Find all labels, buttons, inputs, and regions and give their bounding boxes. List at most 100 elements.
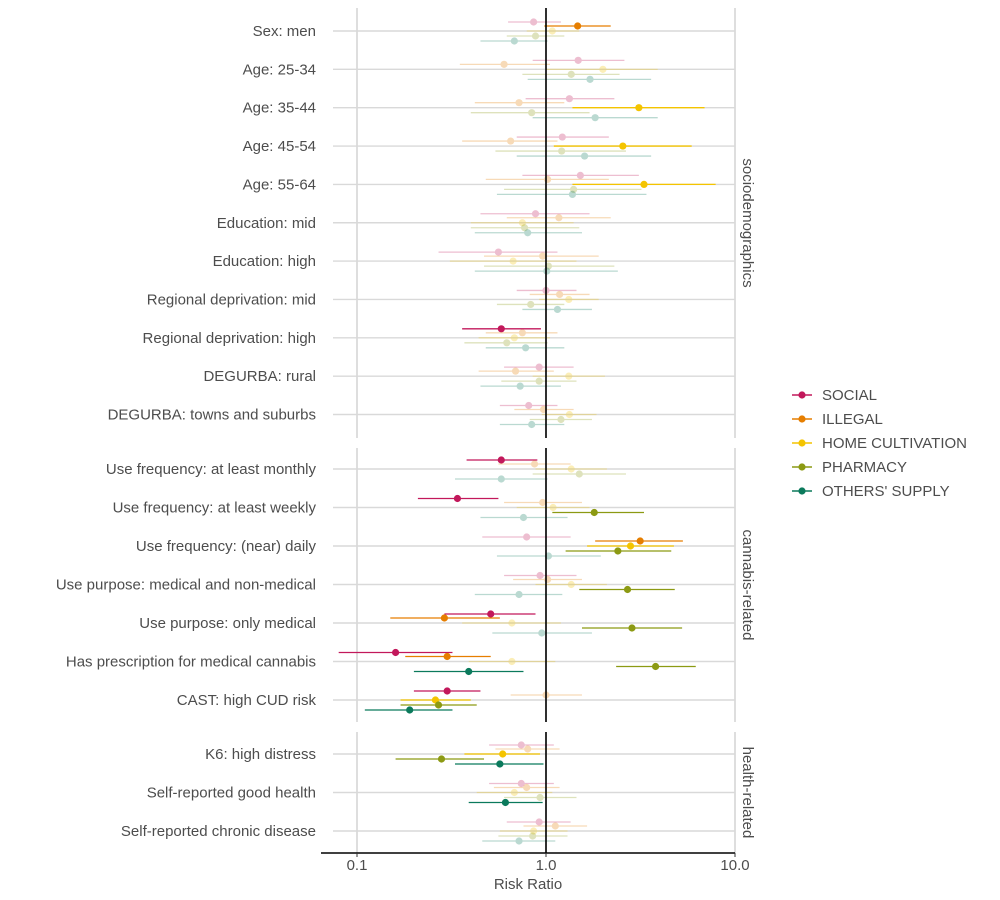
- estimate-others: [516, 152, 652, 160]
- estimate-illegal: [478, 367, 554, 375]
- estimate-home: [478, 334, 551, 342]
- estimate-home: [400, 696, 471, 704]
- row-label: Education: high: [213, 253, 316, 270]
- estimate-illegal: [495, 745, 560, 753]
- point-estimate: [501, 798, 510, 807]
- estimate-home: [572, 180, 716, 188]
- estimate-illegal: [523, 822, 588, 830]
- point-estimate: [440, 614, 448, 622]
- point-estimate: [522, 344, 530, 352]
- estimate-home: [546, 65, 658, 73]
- point-estimate: [539, 252, 547, 260]
- estimate-others: [454, 760, 544, 768]
- estimate-home: [535, 465, 607, 473]
- point-estimate: [555, 290, 564, 299]
- point-estimate: [497, 475, 505, 483]
- point-estimate: [437, 755, 446, 763]
- point-estimate: [509, 257, 517, 265]
- estimate-others: [532, 114, 658, 122]
- x-axis-title: Risk Ratio: [494, 876, 562, 893]
- point-estimate: [555, 214, 563, 222]
- estimate-home: [553, 142, 692, 150]
- point-estimate: [635, 104, 643, 112]
- point-estimate: [406, 706, 414, 714]
- point-estimate: [531, 210, 540, 218]
- estimate-others: [482, 837, 556, 845]
- legend-item-others: OTHERS' SUPPLY: [792, 483, 950, 500]
- point-estimate: [519, 513, 528, 522]
- point-estimate: [515, 590, 523, 599]
- estimate-illegal: [529, 290, 590, 299]
- point-estimate: [530, 827, 538, 835]
- point-estimate: [570, 185, 578, 193]
- estimate-others: [454, 475, 548, 483]
- estimate-pharmacy: [501, 377, 577, 385]
- estimate-social: [508, 18, 561, 26]
- estimate-home: [541, 410, 597, 419]
- point-estimate: [510, 334, 518, 342]
- legend-item-illegal: ILLEGAL: [792, 411, 883, 428]
- estimate-social: [516, 133, 609, 141]
- point-estimate: [443, 687, 451, 695]
- legend-label: ILLEGAL: [822, 411, 883, 428]
- estimate-social: [532, 56, 625, 64]
- facet-strips: sociodemographics cannabis-related health-…: [739, 158, 756, 838]
- point-estimate: [538, 629, 546, 637]
- point-estimate: [518, 329, 526, 337]
- estimate-social: [417, 494, 499, 503]
- row-label: Use purpose: medical and non-medical: [56, 577, 316, 594]
- legend-key-point: [798, 391, 806, 399]
- point-estimate: [503, 339, 511, 347]
- point-estimate: [530, 18, 538, 26]
- estimate-pharmacy: [616, 662, 696, 671]
- legend-item-pharmacy: PHARMACY: [792, 459, 907, 476]
- row-label: Age: 45-54: [243, 138, 316, 155]
- legend-label: HOME CULTIVATION: [822, 435, 967, 452]
- estimate-home: [470, 219, 574, 227]
- point-estimate: [497, 456, 505, 464]
- estimate-social: [438, 248, 558, 256]
- point-estimate: [536, 793, 544, 802]
- point-estimate: [529, 832, 537, 840]
- point-estimate: [636, 537, 644, 545]
- point-estimate: [518, 219, 526, 227]
- point-estimate: [558, 133, 566, 141]
- estimate-social: [525, 95, 615, 103]
- point-estimate: [465, 667, 473, 676]
- estimate-others: [499, 420, 565, 429]
- point-estimate: [496, 760, 504, 768]
- estimate-others: [468, 798, 543, 807]
- point-estimate: [623, 585, 632, 594]
- estimate-social: [482, 533, 571, 541]
- point-estimate: [575, 470, 583, 478]
- legend-label: OTHERS' SUPPLY: [822, 483, 950, 500]
- legend-key-point: [798, 463, 806, 471]
- point-estimate: [539, 498, 547, 507]
- point-estimate: [510, 37, 518, 45]
- point-estimate: [520, 224, 529, 232]
- point-estimate: [507, 137, 515, 145]
- legend-item-home: HOME CULTIVATION: [792, 435, 967, 452]
- estimate-pharmacy: [532, 470, 626, 478]
- point-estimate: [536, 571, 544, 580]
- estimate-social: [466, 456, 538, 464]
- point-estimate: [517, 779, 525, 788]
- point-estimate: [524, 229, 532, 237]
- estimate-others: [413, 667, 524, 676]
- estimate-illegal: [390, 614, 500, 622]
- row-label: DEGURBA: rural: [203, 368, 316, 385]
- point-estimate: [523, 783, 531, 792]
- point-estimate: [576, 171, 584, 179]
- point-estimate: [544, 175, 552, 183]
- estimate-home: [587, 542, 674, 550]
- row-label: Has prescription for medical cannabis: [66, 654, 316, 671]
- estimate-others: [474, 229, 582, 237]
- point-estimate: [568, 190, 577, 198]
- estimate-home: [468, 657, 556, 666]
- point-estimate: [565, 410, 574, 419]
- row-label: Education: mid: [217, 215, 316, 232]
- estimate-home: [499, 827, 568, 835]
- point-estimate: [567, 465, 575, 473]
- estimate-illegal: [474, 99, 565, 107]
